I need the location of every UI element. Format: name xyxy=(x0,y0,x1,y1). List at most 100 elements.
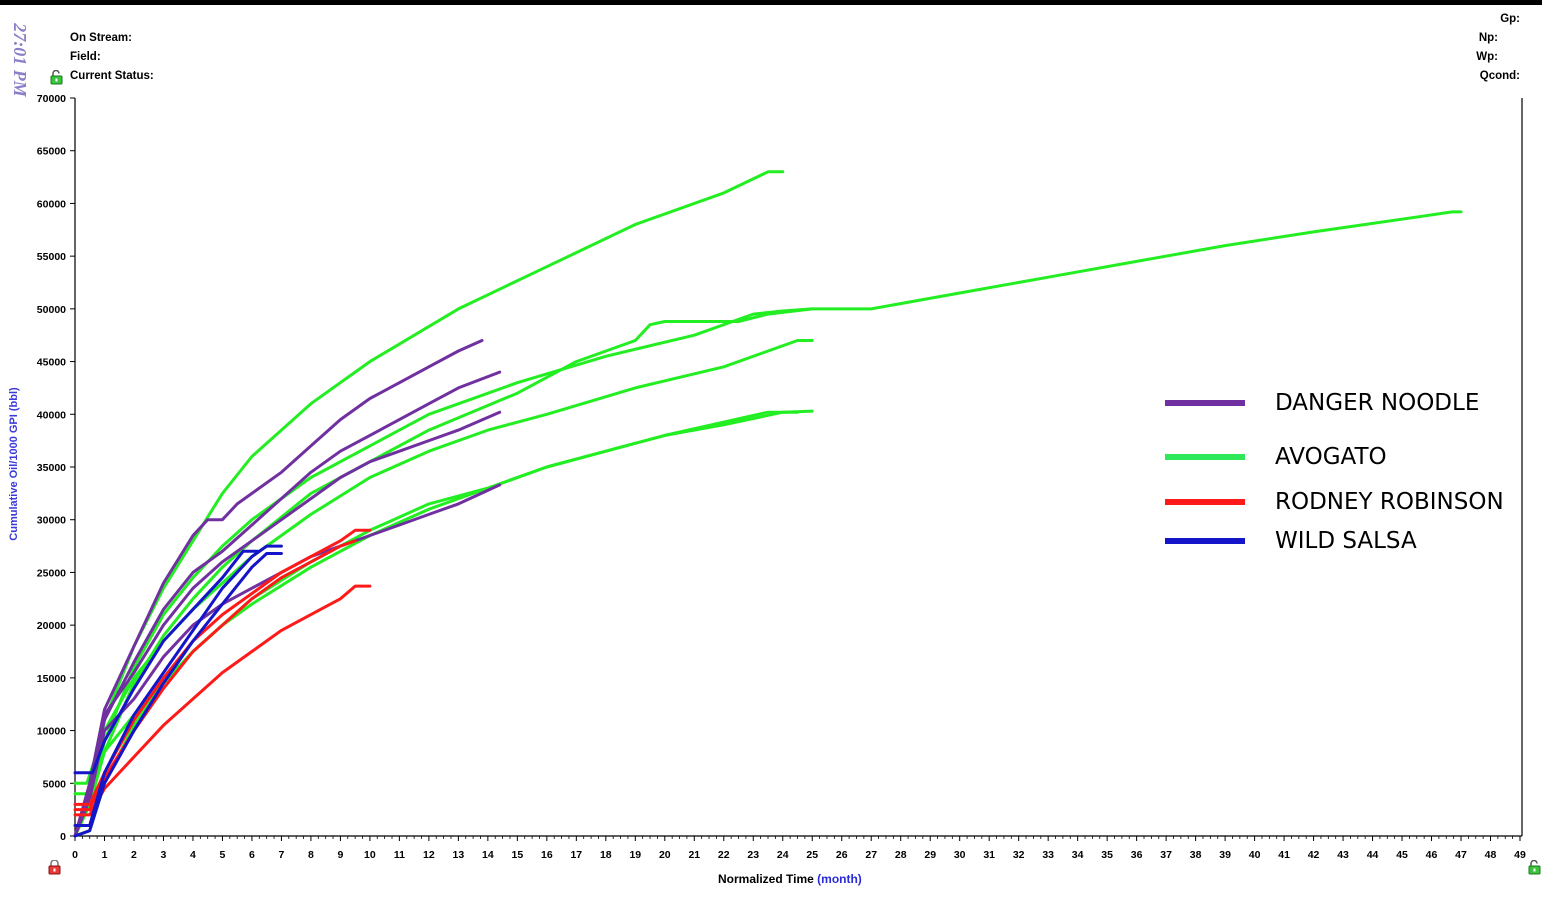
y-axis-label: Cumulative Oil/1000 GPI (bbl) xyxy=(8,387,20,541)
x-tick-label: 1 xyxy=(102,849,108,861)
legend-item-danger-noodle: DANGER NOODLE xyxy=(1165,384,1535,424)
y-tick-label: 40000 xyxy=(37,409,66,421)
y-tick-label: 15000 xyxy=(37,673,66,685)
series-line-avogato xyxy=(73,410,799,796)
chart-axes: 0 1 2 3 4 5 6 7 8 9 10 11 12 13 14 15 16 17 18 19 20 21 22 23 24… xyxy=(37,93,1526,861)
qcond-label: Qcond: xyxy=(1479,70,1520,82)
series-line-wild-salsa xyxy=(73,549,260,775)
y-tick-label: 20000 xyxy=(37,620,66,632)
x-tick-label: 24 xyxy=(777,849,789,861)
legend-swatch xyxy=(1165,454,1245,460)
y-tick-label: 45000 xyxy=(37,357,66,369)
x-tick-label: 42 xyxy=(1308,849,1320,861)
series-line-danger-noodle xyxy=(73,483,502,838)
chart-series xyxy=(73,170,1463,838)
x-tick-label: 21 xyxy=(688,849,700,861)
y-tick-label: 60000 xyxy=(37,198,66,210)
y-tick-label: 0 xyxy=(60,831,66,843)
y-tick-label: 30000 xyxy=(37,515,66,527)
top-border xyxy=(0,0,1542,5)
series-line-rodney-robinson xyxy=(73,528,372,806)
series-line-avogato xyxy=(73,409,814,838)
x-tick-label: 45 xyxy=(1396,849,1408,861)
x-tick-label: 5 xyxy=(220,849,226,861)
x-tick-label: 13 xyxy=(453,849,465,861)
legend-label: RODNEY ROBINSON xyxy=(1275,489,1504,515)
series-line-danger-noodle xyxy=(73,370,502,838)
y-tick-label: 65000 xyxy=(37,146,66,158)
x-tick-label: 7 xyxy=(279,849,285,861)
legend-item-avogato: AVOGATO xyxy=(1165,438,1535,478)
x-tick-label: 36 xyxy=(1131,849,1143,861)
y-tick-label: 5000 xyxy=(43,778,67,790)
series-line-avogato xyxy=(73,170,785,838)
np-label: Np: xyxy=(1478,32,1498,44)
x-tick-label: 26 xyxy=(836,849,848,861)
x-tick-label: 31 xyxy=(983,849,995,861)
legend-item-wild-salsa: WILD SALSA xyxy=(1165,522,1535,562)
x-tick-label: 22 xyxy=(718,849,730,861)
x-tick-label: 23 xyxy=(747,849,759,861)
x-tick-label: 9 xyxy=(337,849,343,861)
x-axis-unit: (month) xyxy=(817,872,862,886)
x-tick-label: 32 xyxy=(1013,849,1025,861)
x-tick-label: 40 xyxy=(1249,849,1261,861)
legend-item-rodney-robinson: RODNEY ROBINSON xyxy=(1165,483,1535,523)
x-tick-label: 38 xyxy=(1190,849,1202,861)
series-line-avogato xyxy=(73,339,814,785)
series-line-rodney-robinson xyxy=(73,539,357,812)
x-tick-label: 37 xyxy=(1160,849,1172,861)
x-tick-label: 43 xyxy=(1337,849,1349,861)
x-tick-label: 15 xyxy=(512,849,524,861)
x-tick-label: 18 xyxy=(600,849,612,861)
y-tick-label: 35000 xyxy=(37,462,66,474)
x-tick-label: 6 xyxy=(249,849,255,861)
series-line-rodney-robinson xyxy=(73,584,372,817)
x-tick-label: 28 xyxy=(895,849,907,861)
x-tick-label: 29 xyxy=(924,849,936,861)
unlock-icon-right[interactable] xyxy=(1528,860,1541,875)
x-tick-label: 47 xyxy=(1455,849,1467,861)
x-tick-label: 44 xyxy=(1367,849,1379,861)
legend-swatch xyxy=(1165,538,1245,544)
x-tick-label: 0 xyxy=(72,849,78,861)
x-axis-title: Normalized Time xyxy=(718,872,814,886)
y-tick-label: 10000 xyxy=(37,726,66,738)
x-tick-label: 27 xyxy=(865,849,877,861)
x-axis-label: Normalized Time (month) xyxy=(718,872,862,886)
legend-label: AVOGATO xyxy=(1275,444,1387,470)
x-tick-label: 35 xyxy=(1101,849,1113,861)
x-tick-label: 10 xyxy=(364,849,376,861)
field-label: Field: xyxy=(70,51,101,63)
legend-label: DANGER NOODLE xyxy=(1275,390,1480,416)
x-tick-label: 34 xyxy=(1072,849,1084,861)
series-line-wild-salsa xyxy=(73,544,283,827)
y-tick-label: 55000 xyxy=(37,251,66,263)
x-tick-label: 19 xyxy=(629,849,641,861)
unlock-icon[interactable] xyxy=(50,70,63,85)
lock-icon[interactable] xyxy=(48,860,61,875)
x-tick-label: 4 xyxy=(190,849,196,861)
x-tick-label: 30 xyxy=(954,849,966,861)
x-tick-label: 16 xyxy=(541,849,553,861)
x-tick-label: 2 xyxy=(131,849,137,861)
series-line-danger-noodle xyxy=(73,339,484,838)
x-tick-label: 49 xyxy=(1514,849,1526,861)
legend-swatch xyxy=(1165,499,1245,505)
series-line-avogato xyxy=(73,210,1463,838)
y-tick-label: 50000 xyxy=(37,304,66,316)
x-tick-label: 41 xyxy=(1278,849,1290,861)
x-tick-label: 20 xyxy=(659,849,671,861)
x-tick-label: 17 xyxy=(570,849,582,861)
x-tick-label: 39 xyxy=(1219,849,1231,861)
x-tick-label: 8 xyxy=(308,849,314,861)
current-status-label: Current Status: xyxy=(70,70,154,82)
on-stream-label: On Stream: xyxy=(70,32,132,44)
x-tick-label: 11 xyxy=(394,849,405,861)
gp-label: Gp: xyxy=(1500,13,1520,25)
x-tick-label: 46 xyxy=(1426,849,1438,861)
x-tick-label: 25 xyxy=(806,849,818,861)
y-tick-label: 70000 xyxy=(37,93,66,105)
series-line-danger-noodle xyxy=(73,410,502,838)
